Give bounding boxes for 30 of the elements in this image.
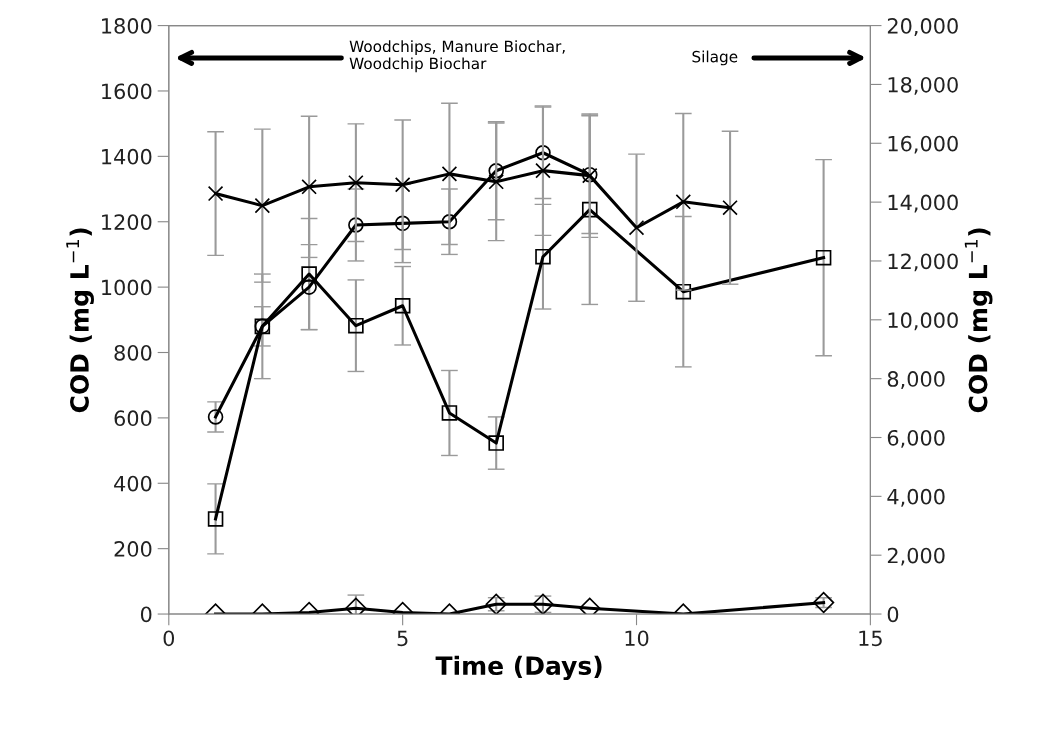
y-tick-label: 1800 bbox=[102, 18, 152, 34]
x-axis-title: Time (Days) bbox=[435, 655, 602, 681]
annotation: Woodchips, Manure Biochar, Woodchip Biochar bbox=[349, 40, 565, 73]
y-tick-label: 1000 bbox=[102, 279, 152, 296]
y2-tick-label: 10,000 bbox=[888, 312, 958, 331]
y2-tick-label: 18,000 bbox=[888, 76, 958, 95]
y-tick-label: 1600 bbox=[102, 83, 152, 100]
x-tick-label: 10 bbox=[625, 630, 649, 647]
y2-axis-title: COD (mg L$^{−1}$) bbox=[964, 228, 993, 413]
annotation: Silage bbox=[692, 50, 738, 66]
y2-tick-label: 16,000 bbox=[888, 135, 958, 154]
x-tick-label: 15 bbox=[859, 630, 882, 647]
y2-tick-label: 6,000 bbox=[887, 429, 945, 448]
y-tick-label: 400 bbox=[114, 475, 152, 492]
y-tick-label: 1400 bbox=[102, 148, 152, 165]
y2-tick-label: 4,000 bbox=[887, 488, 945, 507]
y2-tick-label: 8,000 bbox=[887, 371, 945, 389]
y-tick-label: 200 bbox=[114, 541, 152, 557]
y2-tick-label: 2,000 bbox=[887, 547, 945, 566]
y-tick-label: 1200 bbox=[102, 214, 152, 230]
y-tick-label: 600 bbox=[114, 410, 152, 427]
y2-tick-label: 0 bbox=[887, 606, 899, 623]
y-axis-title: COD (mg L$^{−1}$) bbox=[66, 228, 94, 413]
y2-tick-label: 14,000 bbox=[888, 194, 958, 213]
y2-tick-label: 12,000 bbox=[888, 253, 958, 272]
x-tick-label: 0 bbox=[163, 630, 175, 647]
y-tick-label: 800 bbox=[114, 344, 152, 361]
y2-tick-label: 20,000 bbox=[887, 18, 958, 36]
y-tick-label: 0 bbox=[140, 606, 152, 623]
x-tick-label: 5 bbox=[397, 630, 408, 647]
